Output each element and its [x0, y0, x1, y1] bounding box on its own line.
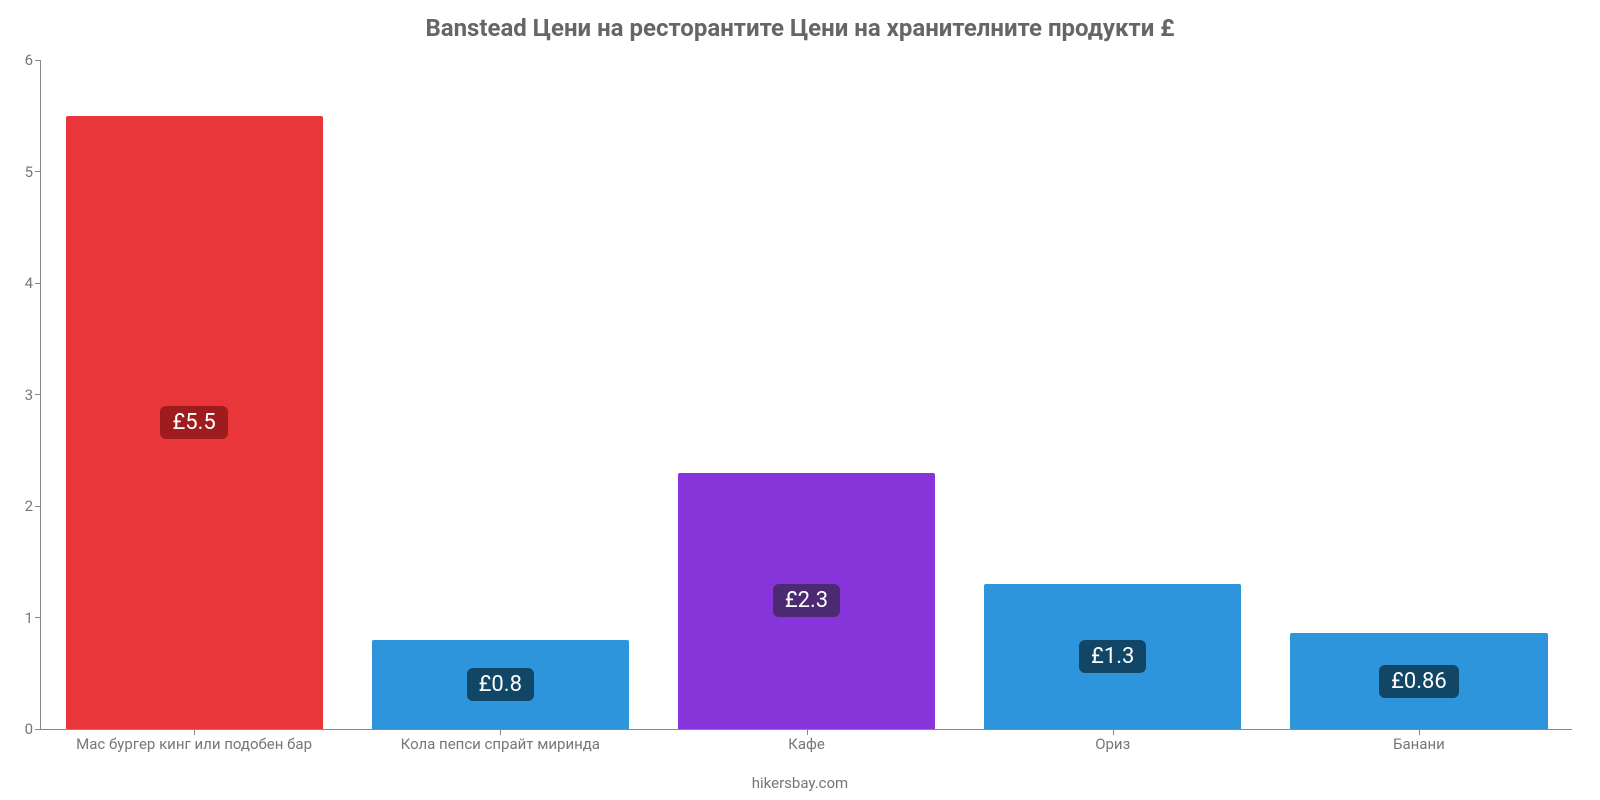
- bar: £0.86: [1290, 633, 1547, 729]
- y-tick-label: 1: [5, 609, 33, 627]
- bar: £5.5: [66, 116, 323, 729]
- x-tick-label: Кафе: [788, 735, 825, 753]
- value-badge: £0.86: [1379, 665, 1459, 698]
- y-tick-label: 2: [5, 497, 33, 515]
- bars-row: £5.5 Мас бургер кинг или подобен бар £0.…: [41, 60, 1572, 729]
- x-tick-label: Мас бургер кинг или подобен бар: [76, 735, 312, 753]
- x-tick-label: Ориз: [1095, 735, 1130, 753]
- value-badge: £0.8: [467, 668, 534, 701]
- chart-container: Banstead Цени на ресторантите Цени на хр…: [0, 0, 1600, 800]
- bar-slot: £0.8 Кола пепси спрайт миринда: [347, 60, 653, 729]
- bar: £2.3: [678, 473, 935, 729]
- value-badge: £2.3: [773, 584, 840, 617]
- y-tick-label: 6: [5, 51, 33, 69]
- x-tick-label: Банани: [1393, 735, 1445, 753]
- value-badge: £1.3: [1079, 640, 1146, 673]
- y-tick-label: 4: [5, 274, 33, 292]
- chart-title: Banstead Цени на ресторантите Цени на хр…: [0, 14, 1600, 42]
- y-tick-label: 3: [5, 386, 33, 404]
- bar-slot: £2.3 Кафе: [653, 60, 959, 729]
- attribution: hikersbay.com: [0, 774, 1600, 792]
- bar: £0.8: [372, 640, 629, 729]
- plot-area: 0 1 2 3 4 5 6: [40, 60, 1572, 730]
- bar: £1.3: [984, 584, 1241, 729]
- bar-slot: £0.86 Банани: [1266, 60, 1572, 729]
- bar-slot: £5.5 Мас бургер кинг или подобен бар: [41, 60, 347, 729]
- x-tick-label: Кола пепси спрайт миринда: [401, 735, 600, 753]
- value-badge: £5.5: [160, 406, 227, 439]
- bar-slot: £1.3 Ориз: [960, 60, 1266, 729]
- y-tick-label: 5: [5, 163, 33, 181]
- y-tick-label: 0: [5, 720, 33, 738]
